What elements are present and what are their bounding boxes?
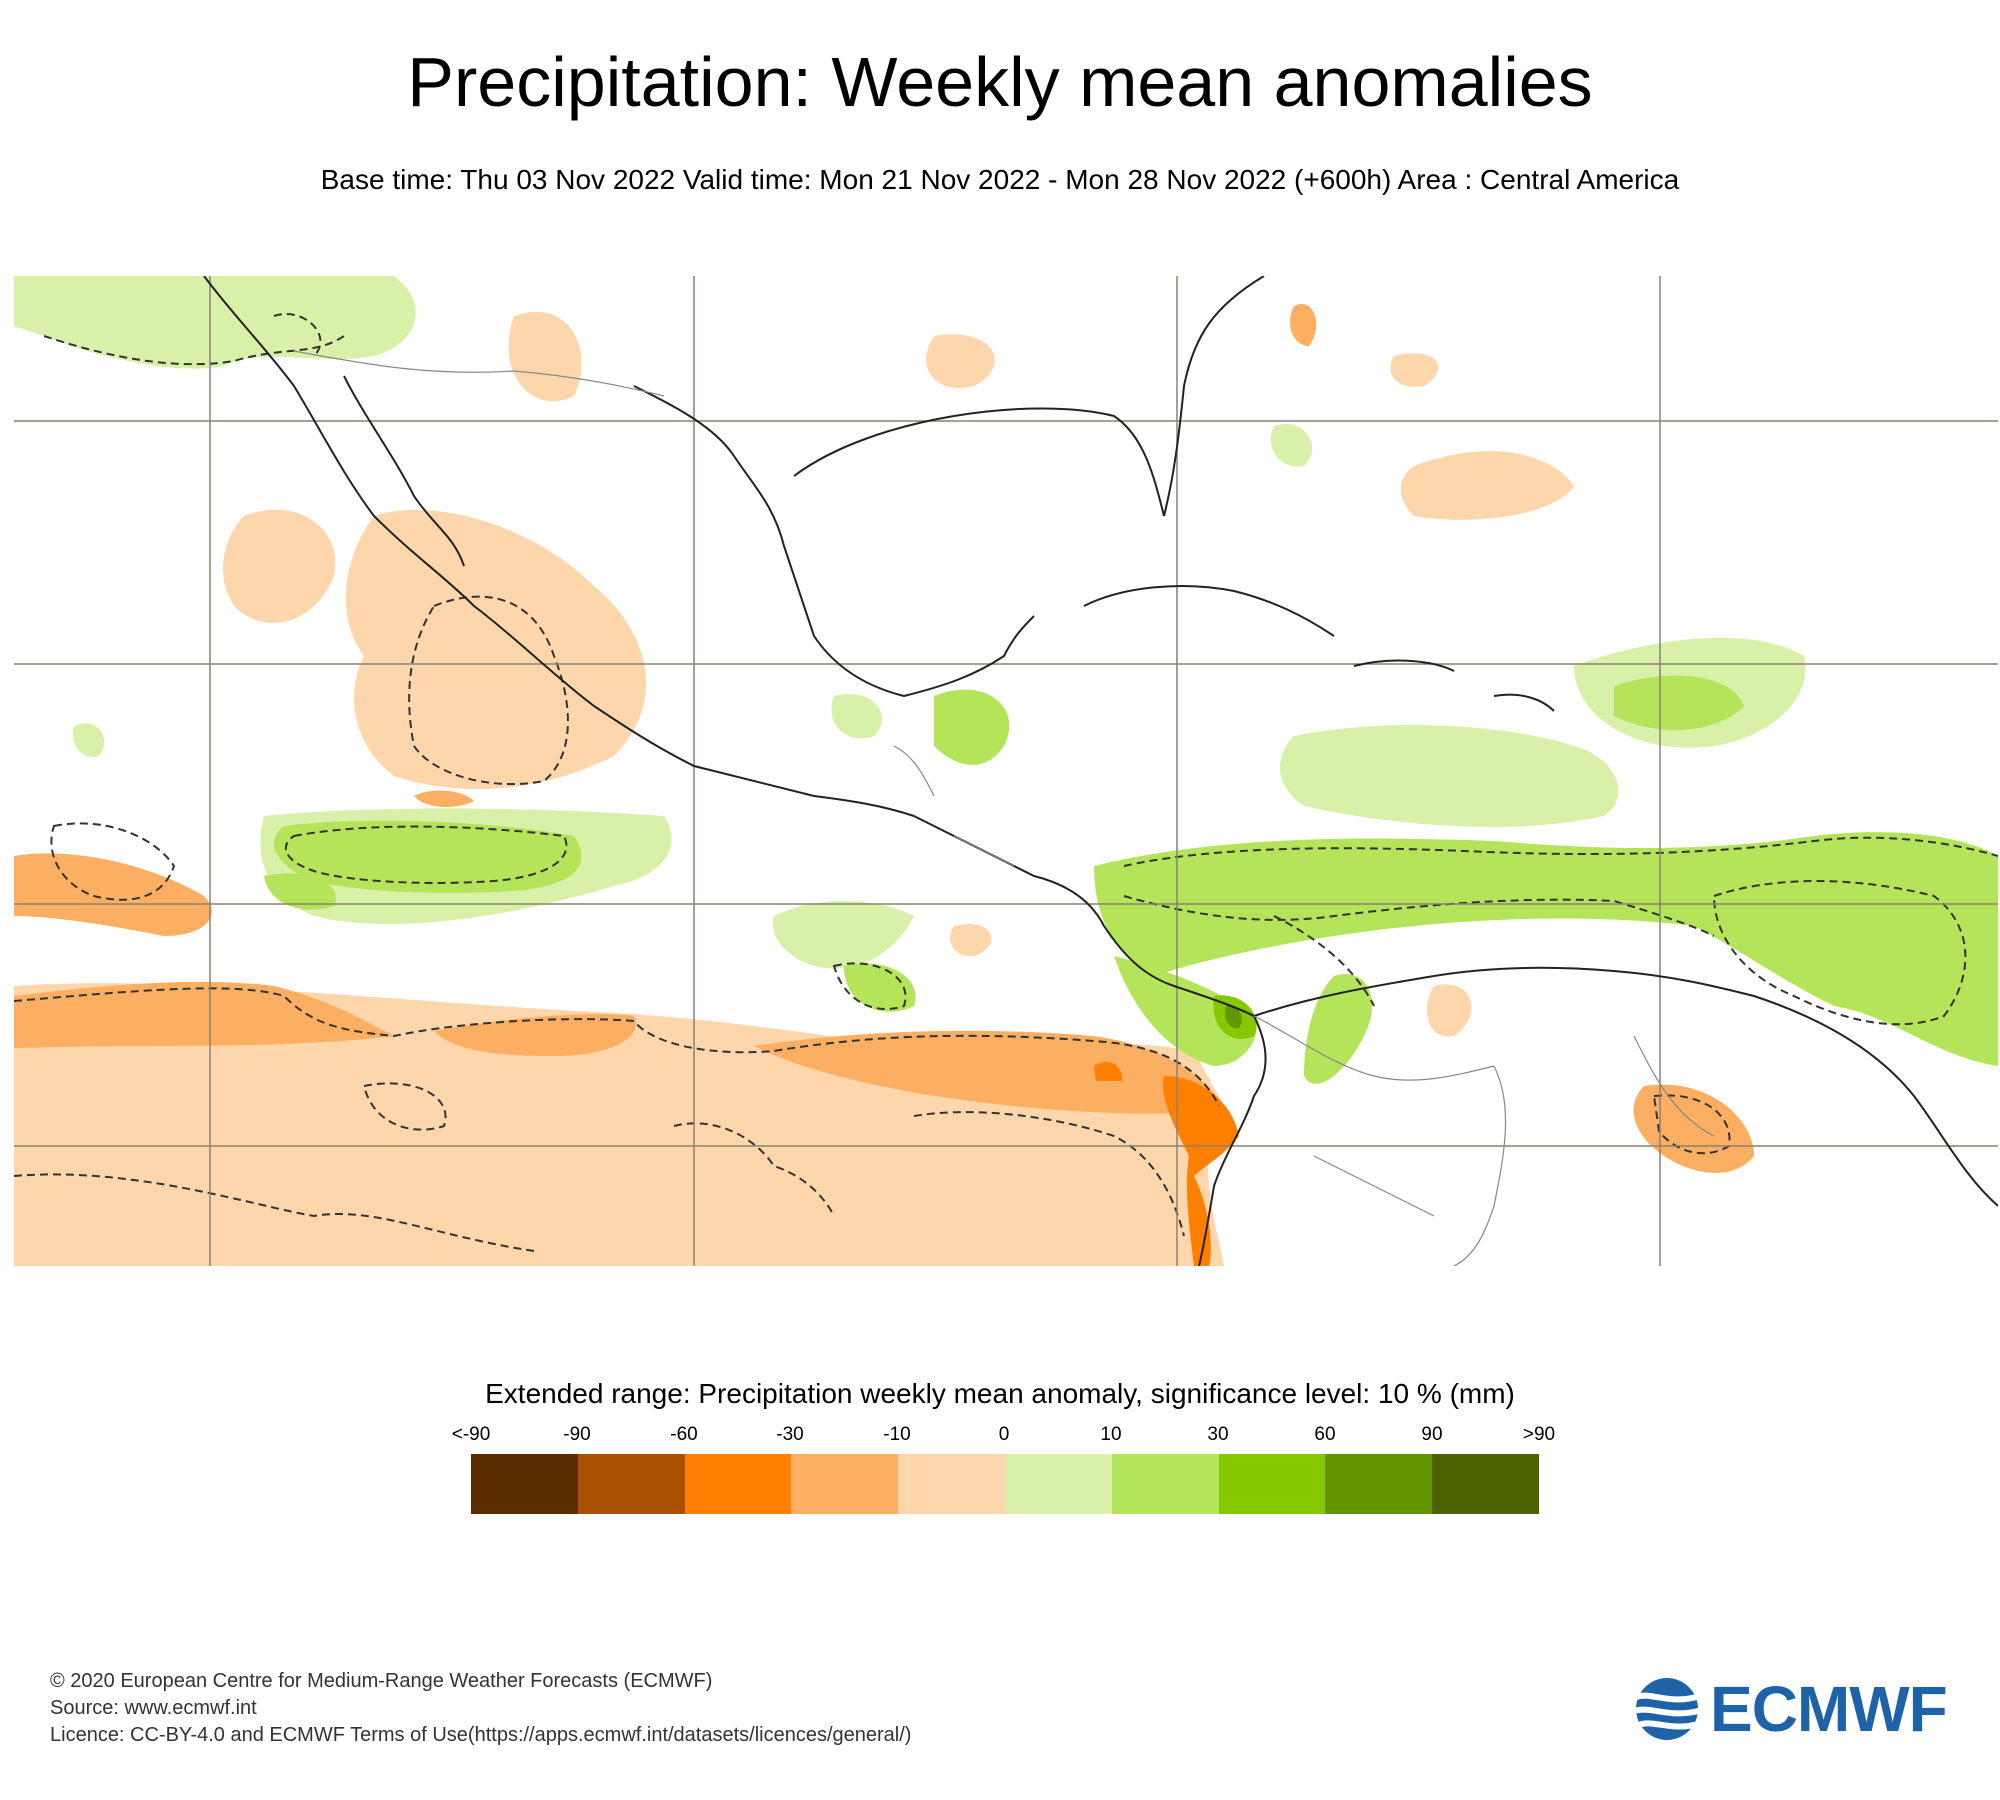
legend-label: <-90 (451, 1424, 491, 1445)
map-canvas (14, 276, 1998, 1266)
legend-swatch (791, 1454, 899, 1514)
logo-text: ECMWF (1710, 1673, 1948, 1745)
legend-label: -60 (670, 1424, 698, 1445)
ecmwf-logo: ECMWF (1628, 1676, 1960, 1742)
legend-swatch (1004, 1454, 1112, 1514)
legend-swatch (898, 1454, 1005, 1514)
coastlines (203, 276, 1998, 1266)
legend-label: 30 (1207, 1424, 1229, 1445)
chart-subtitle: Base time: Thu 03 Nov 2022 Valid time: M… (320, 164, 1680, 195)
anomaly-dark-green-regions (1224, 1005, 1242, 1029)
copyright-text: © 2020 European Centre for Medium-Range … (50, 1670, 713, 1692)
licence-text: Licence: CC-BY-4.0 and ECMWF Terms of Us… (50, 1724, 912, 1746)
legend-swatch (684, 1454, 792, 1514)
legend-label: 0 (998, 1424, 1010, 1445)
anomaly-medium-green-regions (264, 675, 1998, 1084)
significance-contours (14, 313, 1998, 1252)
chart-title: Precipitation: Weekly mean anomalies (407, 43, 1593, 121)
precipitation-anomaly-map (14, 276, 1998, 1266)
legend-swatch (1111, 1454, 1219, 1514)
source-text: Source: www.ecmwf.int (50, 1697, 257, 1719)
legend-swatch (471, 1454, 578, 1514)
legend-swatch (1218, 1454, 1326, 1514)
legend-color-bar (471, 1454, 1539, 1514)
footer: © 2020 European Centre for Medium-Range … (50, 1668, 911, 1749)
legend-title: Extended range: Precipitation weekly mea… (485, 1378, 1515, 1409)
legend-label: -90 (563, 1424, 591, 1445)
legend-swatch (1432, 1454, 1539, 1514)
legend-label: 90 (1421, 1424, 1443, 1445)
legend-label: -10 (883, 1424, 911, 1445)
anomaly-strong-orange-regions (1094, 1061, 1239, 1266)
ecmwf-globe-icon (1630, 1678, 1703, 1740)
legend-labels: <-90 -90 -60 -30 -10 0 10 30 60 90 >90 (452, 1424, 1555, 1448)
legend-swatch (577, 1454, 685, 1514)
legend-swatch (1325, 1454, 1433, 1514)
legend-label: >90 (1522, 1424, 1556, 1445)
legend-label: 60 (1314, 1424, 1336, 1445)
legend-label: 10 (1100, 1424, 1122, 1445)
legend-label: -30 (776, 1424, 804, 1445)
country-borders (293, 350, 1715, 1266)
